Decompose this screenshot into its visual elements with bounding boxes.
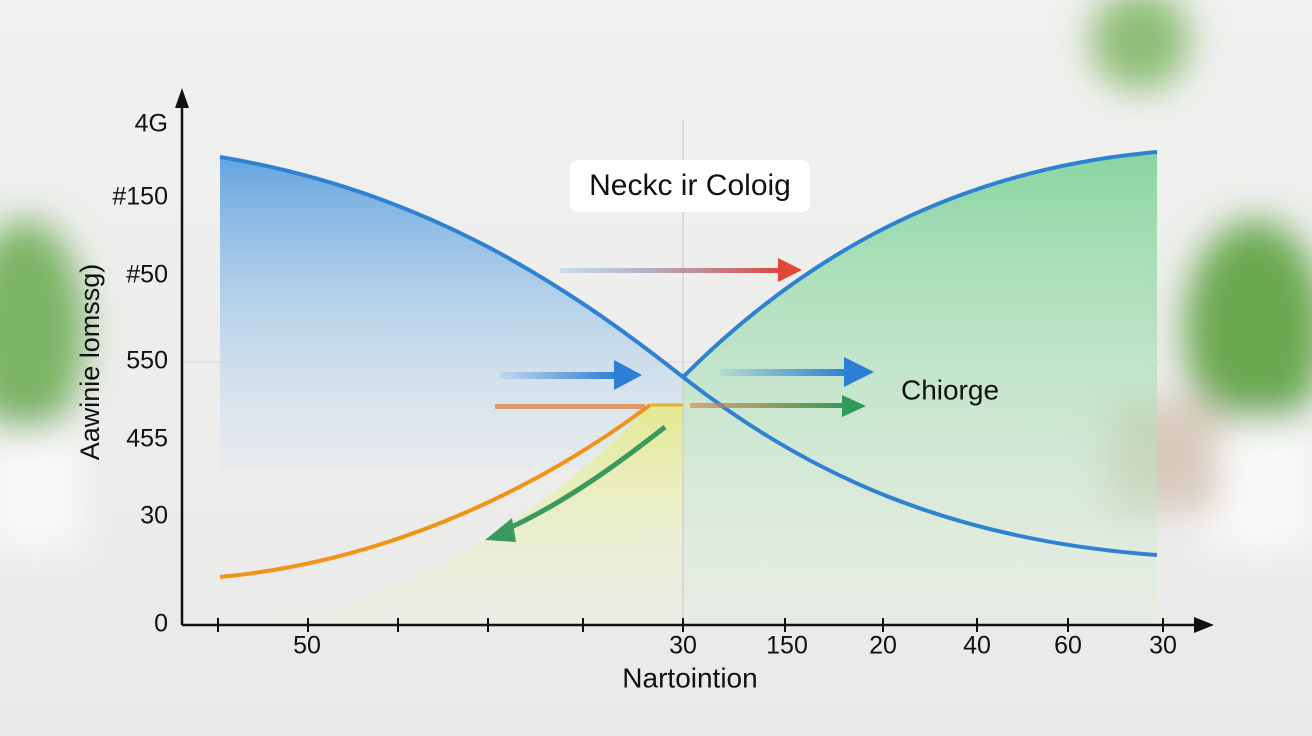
x-tick-label: 30 [669, 632, 697, 660]
y-tick-label: 30 [140, 502, 168, 530]
x-tick-label: 40 [963, 632, 991, 660]
x-tick-label: 20 [869, 632, 897, 660]
rising-curve [681, 150, 1158, 379]
arrow-head [844, 357, 874, 387]
arrow [503, 425, 667, 533]
y-tick-label: 4G [135, 110, 168, 138]
x-axis-label: Nartointion [622, 662, 757, 693]
y-axis-label: Aawinie lomssg) [75, 264, 105, 461]
title-box [570, 160, 810, 212]
x-tick-label: 30 [1149, 632, 1177, 660]
y-tick-label: #150 [112, 183, 168, 211]
arrow [720, 369, 848, 376]
arrow-head [485, 518, 516, 542]
x-tick-labels: 50 30 150 20 40 60 30 [293, 632, 1177, 660]
x-tick-label: 150 [766, 632, 808, 660]
x-tick-marks [217, 618, 1164, 632]
annotation: Chiorge [901, 374, 999, 405]
blue-area [220, 157, 683, 470]
background-blur [0, 0, 1312, 550]
arrow-head [614, 360, 642, 390]
yellow-area [260, 405, 683, 625]
arrow [495, 404, 645, 409]
chart-title: Neckc ir Coloig [589, 169, 791, 202]
x-tick-label: 60 [1054, 632, 1082, 660]
green-area [683, 152, 1157, 625]
orange-curve [219, 403, 652, 579]
arrow [560, 268, 780, 273]
y-axis-arrow [175, 88, 189, 108]
y-tick-label: 455 [126, 425, 168, 453]
arrows [485, 258, 874, 542]
arrow-head [842, 395, 866, 417]
y-tick-label: #50 [126, 261, 168, 289]
arrow [500, 372, 618, 379]
arrow [690, 403, 845, 408]
arrow-head [778, 258, 802, 282]
y-tick-label: 550 [126, 347, 168, 375]
x-axis-arrow [1194, 617, 1214, 633]
x-tick-label: 50 [293, 632, 321, 660]
axes [175, 88, 1214, 633]
y-tick-labels: 4G #150 #50 550 455 30 0 [112, 110, 168, 638]
y-tick-label: 0 [154, 610, 168, 638]
